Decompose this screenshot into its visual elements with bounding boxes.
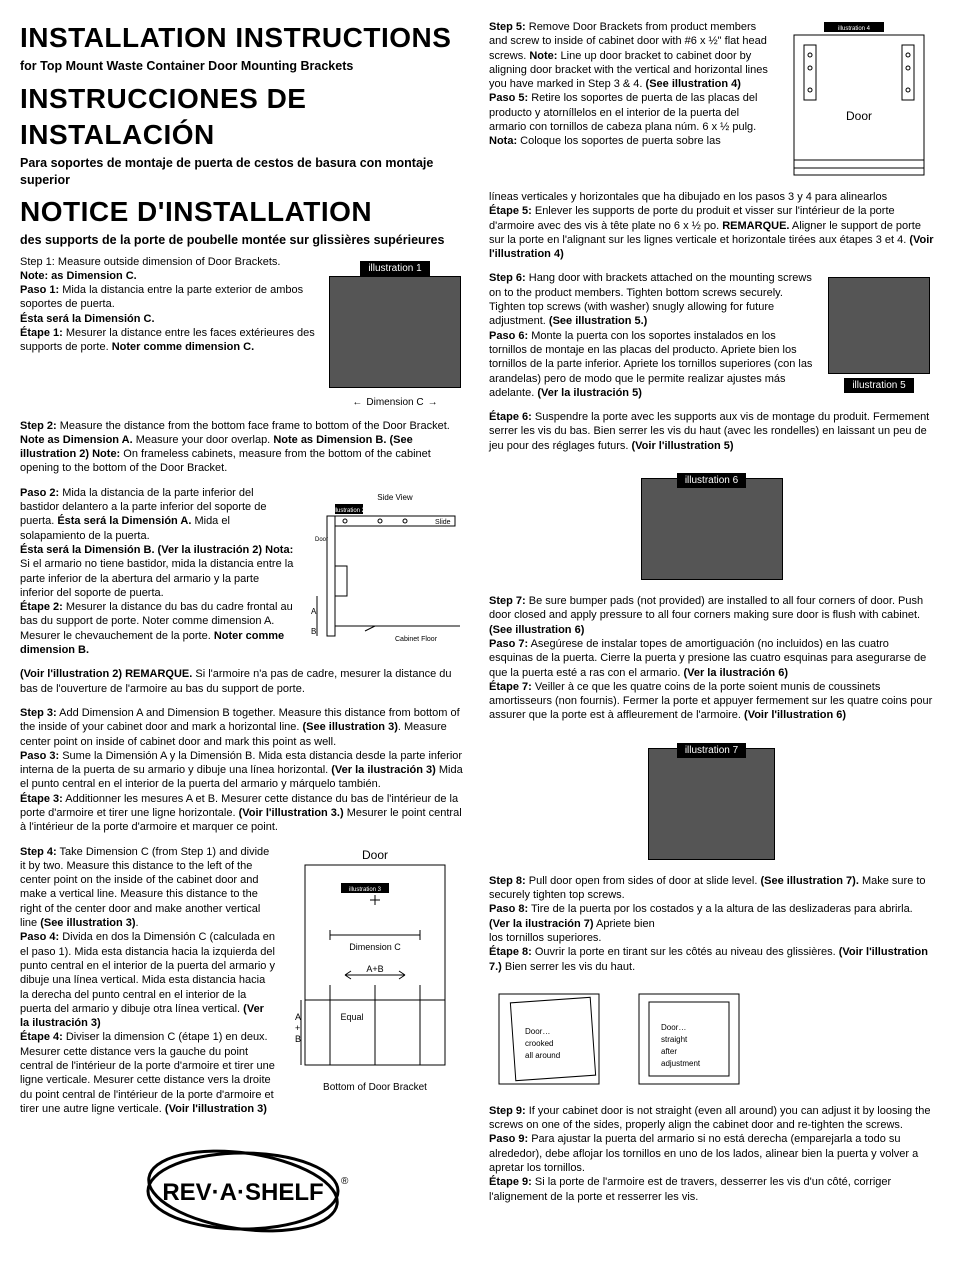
subtitle-es: Para soportes de montaje de puerta de ce… (20, 155, 465, 188)
svg-text:crooked: crooked (525, 1039, 553, 1048)
svg-text:straight: straight (661, 1035, 688, 1044)
title-en: INSTALLATION INSTRUCTIONS (20, 20, 465, 56)
step5-cont: líneas verticales y horizontales que ha … (489, 190, 934, 261)
title-fr: NOTICE D'INSTALLATION (20, 194, 465, 230)
svg-text:illustration 3: illustration 3 (349, 887, 382, 893)
svg-text:Door…: Door… (661, 1023, 686, 1032)
subtitle-fr: des supports de la porte de poubelle mon… (20, 232, 465, 248)
svg-text:illustration 4: illustration 4 (838, 26, 871, 32)
door-adjust-diagram: Door… crooked all around Door… straight … (489, 984, 934, 1094)
title-es: INSTRUCCIONES DE INSTALACIÓN (20, 81, 465, 154)
illustration-7: illustration 7 (489, 733, 934, 864)
step5: Step 5: Remove Door Brackets from produc… (489, 20, 774, 149)
rev-a-shelf-logo: REV·A·SHELF ® (20, 1146, 465, 1240)
svg-text:A: A (295, 1012, 301, 1022)
side-view-label: Side View (377, 493, 413, 502)
step1: Step 1: Measure outside dimension of Doo… (20, 255, 315, 355)
svg-text:®: ® (341, 1176, 349, 1187)
svg-text:Door: Door (315, 537, 328, 543)
step7: Step 7: Be sure bumper pads (not provide… (489, 594, 934, 723)
svg-text:Door: Door (846, 109, 872, 123)
svg-text:A: A (311, 607, 317, 616)
step2: Step 2: Measure the distance from the bo… (20, 419, 465, 476)
illustration-4: illustration 4 Door (784, 20, 934, 190)
illustration-2: illustration 2 Side View Slide Door A (305, 486, 465, 668)
illustration-1: illustration 1 ←Dimension C→ (325, 261, 465, 409)
svg-text:Bottom of Door Bracket: Bottom of Door Bracket (323, 1082, 427, 1093)
svg-text:adjustment: adjustment (661, 1059, 701, 1068)
subtitle-en: for Top Mount Waste Container Door Mount… (20, 58, 465, 74)
svg-text:Equal: Equal (340, 1012, 363, 1022)
door-label: Door (362, 848, 388, 862)
svg-text:after: after (661, 1047, 677, 1056)
step3: Step 3: Add Dimension A and Dimension B … (20, 706, 465, 835)
svg-text:Door…: Door… (525, 1027, 550, 1036)
illustration-6: illustration 6 (489, 463, 934, 584)
step8: Step 8: Pull door open from sides of doo… (489, 874, 934, 974)
illustration-5: illustration 5 (824, 277, 934, 400)
step2-es: Paso 2: Mida la distancia de la parte in… (20, 486, 295, 658)
step9: Step 9: If your cabinet door is not stra… (489, 1104, 934, 1204)
step6-fr: Étape 6: Suspendre la porte avec les sup… (489, 410, 934, 453)
svg-text:Cabinet Floor: Cabinet Floor (395, 636, 438, 643)
svg-text:REV·A·SHELF: REV·A·SHELF (162, 1179, 323, 1206)
step4: Step 4: Take Dimension C (from Step 1) a… (20, 845, 275, 1117)
svg-text:illustration 2: illustration 2 (333, 508, 366, 514)
svg-text:B: B (295, 1034, 301, 1044)
svg-text:+: + (295, 1023, 300, 1033)
svg-text:A+B: A+B (366, 964, 383, 974)
svg-text:Slide: Slide (435, 519, 451, 526)
step2-fr2: (Voir l'illustration 2) REMARQUE. Si l'a… (20, 667, 465, 696)
svg-text:B: B (311, 627, 316, 636)
illustration-3: Door illustration 3 Dimension C (285, 845, 465, 1127)
svg-text:Dimension C: Dimension C (349, 942, 401, 952)
svg-text:all around: all around (525, 1051, 560, 1060)
step6: Step 6: Hang door with brackets attached… (489, 271, 814, 400)
